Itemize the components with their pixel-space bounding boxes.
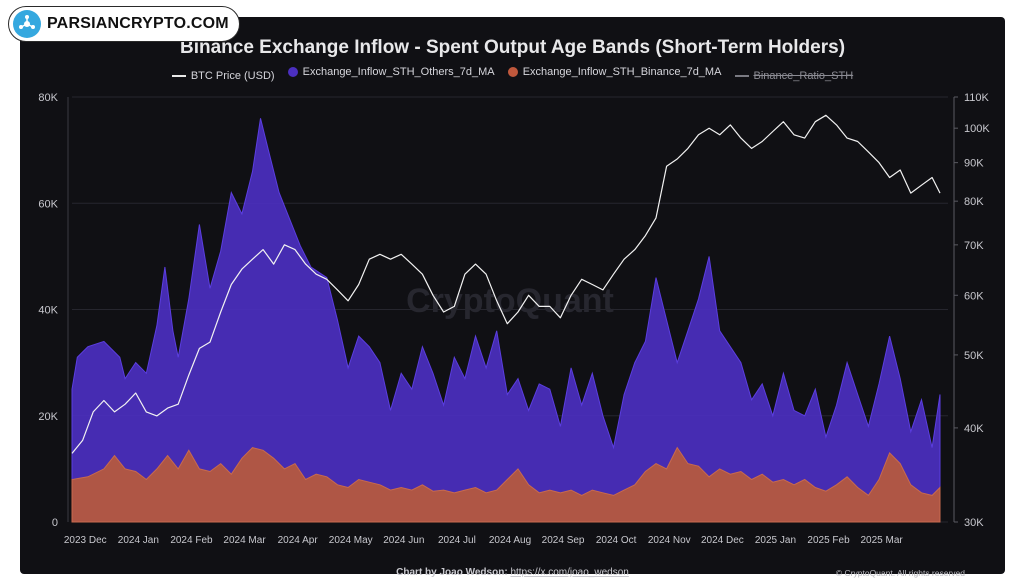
legend-line-marker (171, 75, 186, 77)
y-right-axis: 30K 40K 50K 60K 70K 80K 90K 100K 110K (953, 92, 990, 529)
credit-author: Chart by Joao Wedson: (396, 567, 508, 578)
legend-label: Exchange_Inflow_STH_Others_7d_MA (302, 66, 495, 78)
x-tick-label: 2024 Jul (438, 535, 476, 546)
legend-line-marker (734, 75, 749, 77)
chart-title: Binance Exchange Inflow - Spent Output A… (179, 37, 846, 58)
x-tick-label: 2025 Feb (807, 535, 850, 546)
x-tick-label: 2024 Jun (383, 535, 424, 546)
y-right-tick-label: 40K (964, 423, 984, 435)
legend-dot-marker (507, 67, 518, 77)
binance-inflow-area (71, 446, 941, 523)
others-inflow-area (71, 118, 941, 523)
y-right-tick-label: 70K (964, 240, 984, 252)
chart-panel: CryptoQuant 0 20K 40K 60K 80K 30K 40K 50K 60K 70… (20, 17, 1005, 578)
legend-item-binance-ratio[interactable]: Binance_Ratio_STH (734, 70, 854, 82)
y-right-tick-label: 110K (964, 92, 990, 104)
y-left-axis: 0 20K 40K 60K 80K (38, 92, 69, 529)
x-tick-label: 2024 May (329, 535, 373, 546)
y-right-tick-label: 30K (964, 517, 984, 529)
x-tick-label: 2024 Mar (223, 535, 266, 546)
btc-price-line (71, 114, 941, 454)
x-tick-label: 2024 Apr (278, 535, 319, 546)
x-tick-label: 2024 Sep (542, 535, 585, 546)
y-right-tick-label: 50K (964, 350, 984, 362)
logo-text: PARSIANCRYPTO.COM (47, 15, 229, 32)
chart-legend: BTC Price (USD) Exchange_Inflow_STH_Othe… (20, 66, 1005, 82)
x-tick-label: 2024 Nov (648, 535, 691, 546)
site-logo[interactable]: PARSIANCRYPTO.COM (8, 6, 240, 42)
y-left-tick-label: 20K (38, 411, 58, 423)
watermark: CryptoQuant (406, 282, 614, 320)
line-series (71, 114, 941, 454)
y-left-tick-label: 80K (38, 92, 58, 104)
x-tick-label: 2024 Feb (170, 535, 213, 546)
y-left-tick-label: 40K (38, 305, 58, 317)
y-left-tick-label: 60K (38, 198, 58, 210)
area-series (71, 118, 941, 523)
credit-link[interactable]: https://x.com/joao_wedson (510, 567, 629, 578)
legend-item-btc-price[interactable]: BTC Price (USD) (171, 70, 275, 82)
x-tick-label: 2024 Oct (596, 535, 637, 546)
y-right-tick-label: 90K (964, 158, 984, 170)
x-axis: 2023 Dec 2024 Jan 2024 Feb 2024 Mar 2024 Apr… (64, 535, 904, 546)
legend-label: Exchange_Inflow_STH_Binance_7d_MA (522, 66, 722, 78)
x-tick-label: 2025 Mar (861, 535, 904, 546)
chart-credit: Chart by Joao Wedson: https://x.com/joao… (20, 567, 1005, 578)
y-right-tick-label: 80K (964, 196, 984, 208)
legend-label: Binance_Ratio_STH (753, 70, 854, 82)
chart-svg: CryptoQuant 0 20K 40K 60K 80K 30K 40K 50K 60K 70… (38, 92, 990, 546)
legend-item-sth-binance[interactable]: Exchange_Inflow_STH_Binance_7d_MA (507, 66, 722, 78)
legend-item-sth-others[interactable]: Exchange_Inflow_STH_Others_7d_MA (287, 66, 495, 78)
x-tick-label: 2025 Jan (755, 535, 796, 546)
copyright-notice: © CryptoQuant. All rights reserved (835, 568, 965, 578)
y-right-tick-label: 60K (964, 290, 984, 302)
network-hub-icon (13, 10, 41, 38)
x-tick-label: 2023 Dec (64, 535, 107, 546)
y-right-tick-label: 100K (964, 123, 990, 135)
legend-label: BTC Price (USD) (190, 70, 275, 82)
y-left-tick-label: 0 (52, 517, 58, 529)
x-tick-label: 2024 Aug (489, 535, 531, 546)
x-tick-label: 2024 Dec (701, 535, 744, 546)
x-tick-label: 2024 Jan (118, 535, 159, 546)
legend-dot-marker (287, 67, 298, 77)
